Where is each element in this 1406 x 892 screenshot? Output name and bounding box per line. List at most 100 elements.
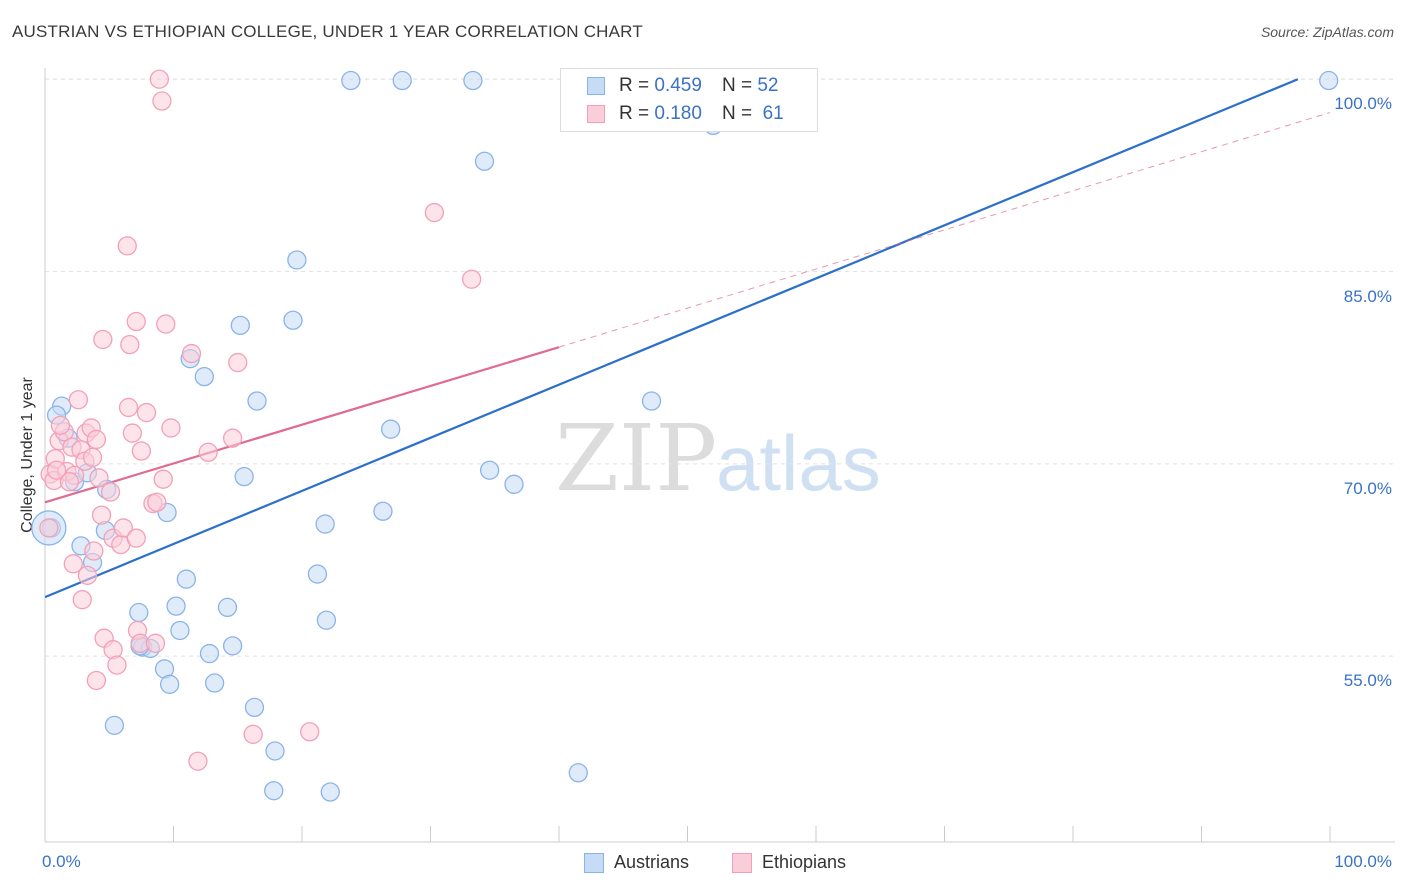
chart-title: AUSTRIAN VS ETHIOPIAN COLLEGE, UNDER 1 Y… <box>12 22 643 41</box>
point-austrians <box>315 514 335 534</box>
point-austrians <box>170 620 190 641</box>
point-ethiopians <box>461 269 482 289</box>
watermark-zip: ZIP <box>555 405 717 512</box>
point-ethiopians <box>59 472 80 492</box>
trend-lines <box>44 78 1331 599</box>
gridlines <box>45 78 1395 657</box>
point-ethiopians <box>93 329 113 350</box>
point-austrians <box>474 151 495 171</box>
point-ethiopians <box>228 352 248 373</box>
point-ethiopians <box>68 390 89 410</box>
point-ethiopians <box>84 541 104 561</box>
point-ethiopians <box>117 236 137 256</box>
point-ethiopians <box>126 311 146 332</box>
point-austrians <box>392 70 412 91</box>
y-tick-label: 100.0% <box>1334 94 1392 114</box>
point-ethiopians <box>198 442 218 462</box>
point-austrians <box>176 569 197 589</box>
point-ethiopians <box>149 69 170 89</box>
point-austrians <box>222 636 243 656</box>
point-austrians <box>204 673 225 693</box>
point-ethiopians <box>72 590 92 610</box>
legend-row-austrians: R = 0.459 N = 52 <box>587 73 778 99</box>
point-ethiopians <box>424 202 445 223</box>
point-austrians <box>244 697 265 718</box>
point-ethiopians <box>77 565 98 586</box>
trend-line-ethiopians <box>44 346 560 504</box>
point-ethiopians <box>89 468 109 488</box>
point-ethiopians <box>113 518 134 538</box>
point-ethiopians <box>131 441 152 461</box>
point-austrians <box>264 781 284 801</box>
point-ethiopians <box>243 724 263 744</box>
stats-legend: R = 0.459 N = 52 R = 0.180 N = 61 <box>560 68 818 132</box>
legend-r-label: R = <box>619 75 650 96</box>
point-ethiopians <box>50 415 71 436</box>
point-austrians <box>217 597 238 618</box>
point-austrians <box>316 610 337 630</box>
point-austrians <box>479 460 500 480</box>
point-austrians <box>307 564 328 584</box>
point-ethiopians <box>152 91 172 111</box>
point-ethiopians <box>188 751 208 771</box>
trend-extension-ethiopians <box>558 112 1331 348</box>
point-ethiopians <box>39 518 59 538</box>
point-austrians <box>504 474 524 494</box>
watermark-atlas: atlas <box>716 419 881 507</box>
point-ethiopians <box>153 469 173 489</box>
point-ethiopians <box>86 670 107 691</box>
point-austrians <box>341 70 361 91</box>
series-legend-austrians: Austrians <box>584 852 689 873</box>
series-legend-ethiopians: Ethiopians <box>732 852 846 873</box>
point-ethiopians <box>107 655 127 675</box>
series-swatch-austrians <box>584 852 604 873</box>
series-swatch-ethiopians <box>732 852 752 873</box>
point-ethiopians <box>181 343 202 364</box>
legend-n-value-ethiopians: 61 <box>762 103 784 124</box>
point-austrians <box>568 763 588 783</box>
y-tick-label: 70.0% <box>1343 478 1392 498</box>
point-ethiopians <box>46 460 67 480</box>
point-ethiopians <box>100 482 121 502</box>
point-austrians <box>381 419 401 439</box>
point-ethiopians <box>147 492 167 512</box>
point-austrians <box>373 501 393 521</box>
series-name-austrians: Austrians <box>614 852 690 872</box>
point-austrians <box>199 643 220 664</box>
point-ethiopians <box>126 528 146 548</box>
point-austrians <box>247 391 267 411</box>
y-tick-label: 55.0% <box>1343 671 1392 691</box>
point-austrians <box>1319 70 1339 91</box>
legend-r-value-ethiopians: 0.180 <box>654 103 702 124</box>
point-austrians <box>230 315 250 336</box>
point-ethiopians <box>91 505 112 525</box>
point-ethiopians <box>122 423 143 443</box>
legend-n-value-austrians: 52 <box>757 75 779 96</box>
trend-line-austrians <box>44 78 1299 599</box>
point-ethiopians <box>145 633 166 653</box>
axes <box>44 68 1395 843</box>
point-ethiopians <box>136 402 157 423</box>
point-austrians <box>166 596 186 616</box>
point-ethiopians <box>161 418 181 438</box>
legend-n-label: N = <box>721 75 753 96</box>
legend-row-ethiopians: R = 0.180 N = 61 <box>587 101 784 127</box>
point-austrians <box>265 741 285 761</box>
point-austrians <box>159 674 180 694</box>
point-ethiopians <box>63 554 83 574</box>
point-austrians <box>194 366 214 387</box>
point-ethiopians <box>156 314 176 334</box>
point-ethiopians <box>82 447 103 468</box>
point-austrians <box>129 602 149 623</box>
point-austrians <box>320 782 340 802</box>
legend-r-label: R = <box>619 103 650 124</box>
point-austrians <box>641 391 662 411</box>
series-name-ethiopians: Ethiopians <box>762 852 847 872</box>
legend-swatch-austrians <box>587 77 605 95</box>
point-ethiopians <box>86 429 107 450</box>
point-austrians <box>283 310 303 330</box>
point-ethiopians <box>120 334 140 355</box>
point-austrians <box>234 466 254 487</box>
x-tick-label-max: 100.0% <box>1334 852 1392 871</box>
